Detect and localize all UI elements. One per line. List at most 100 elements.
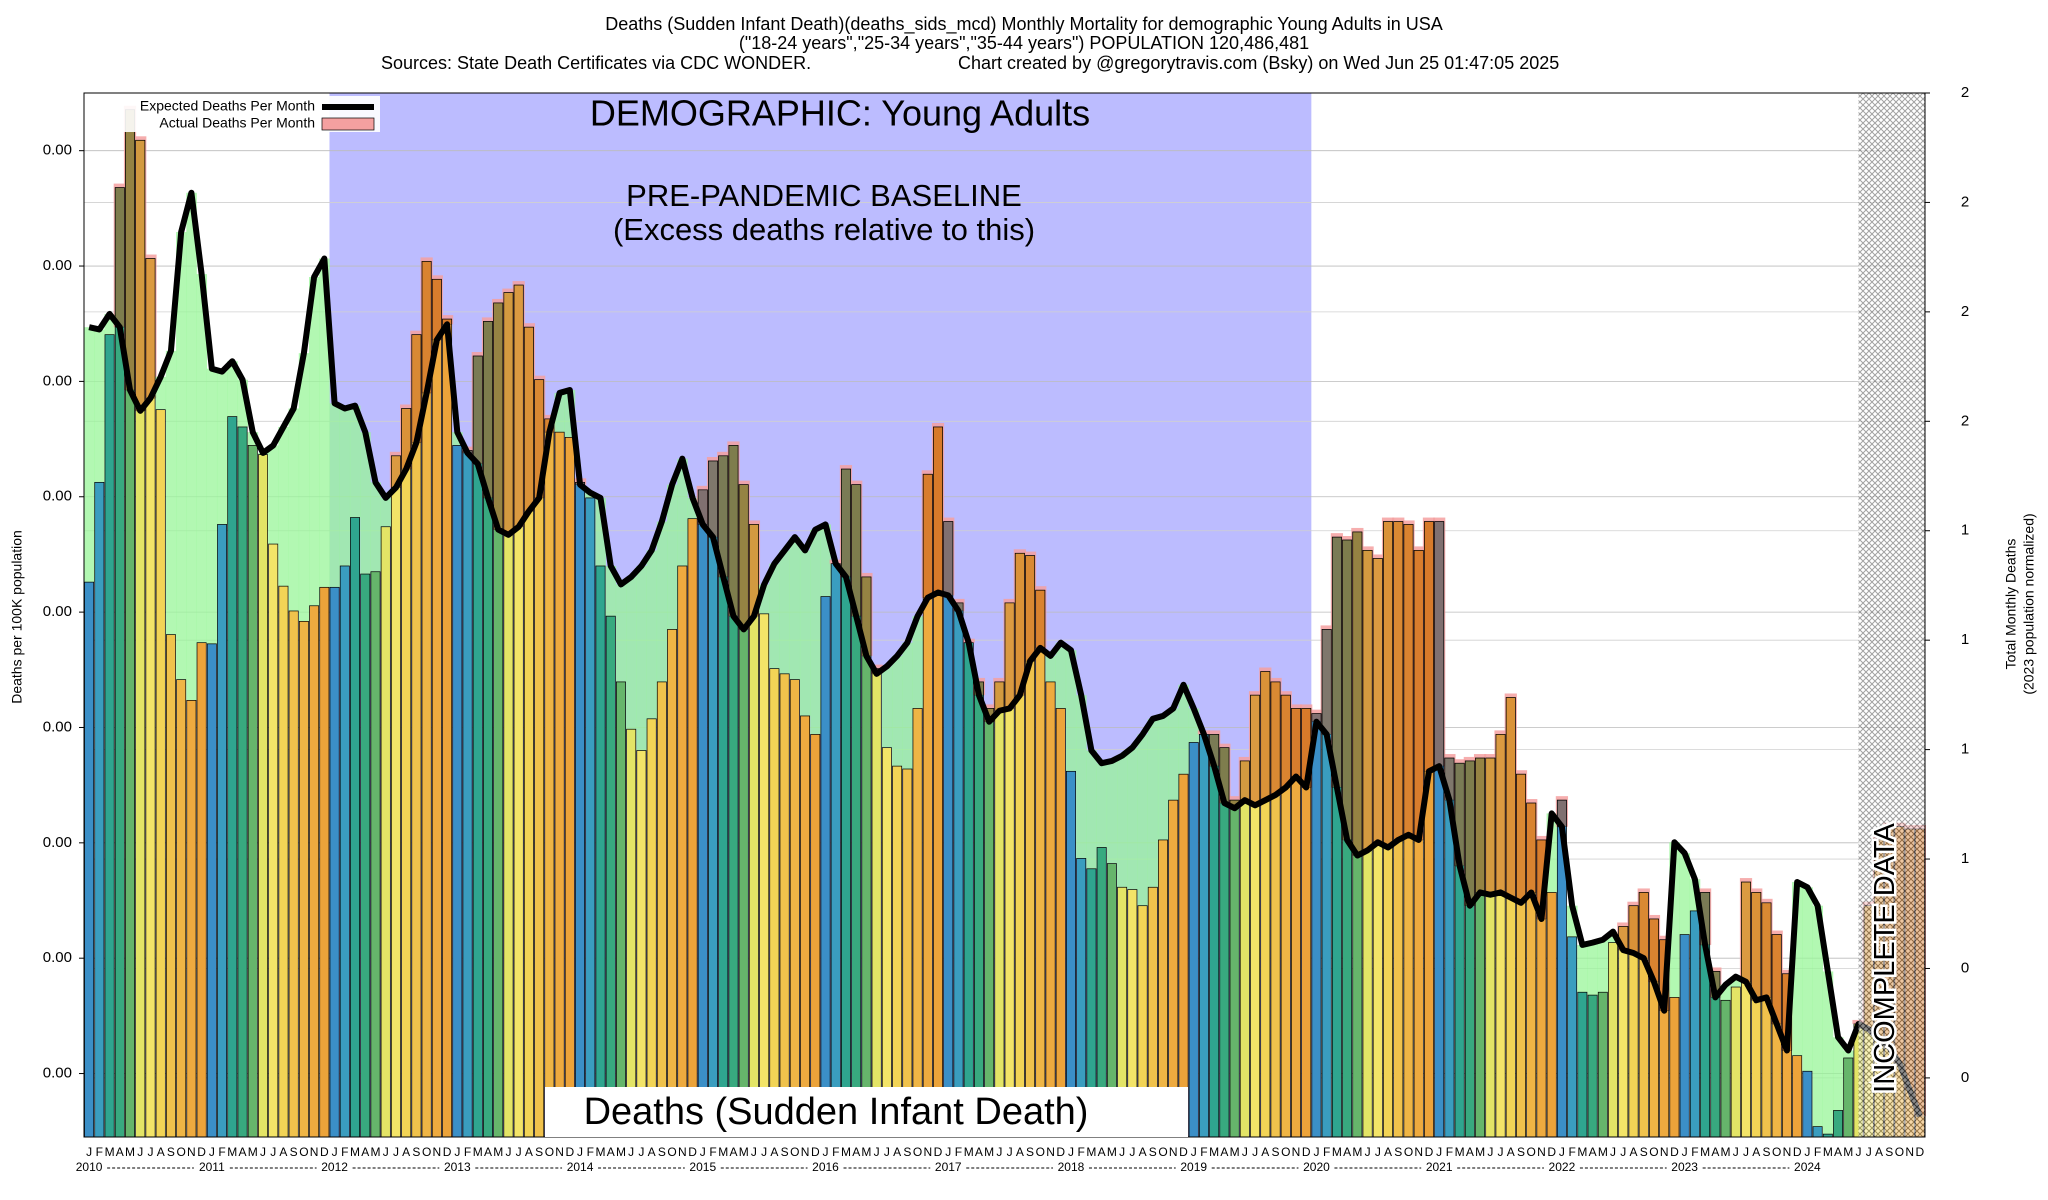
x-tick-label: M bbox=[1352, 1145, 1362, 1159]
excess-bar-part bbox=[1260, 671, 1271, 801]
deficit-area bbox=[1792, 882, 1803, 1056]
deficit-area bbox=[1137, 734, 1148, 906]
x-tick-label: J bbox=[332, 1145, 338, 1159]
deficit-area bbox=[186, 192, 197, 701]
bar bbox=[298, 620, 309, 1138]
year-label: 2018 bbox=[1058, 1160, 1085, 1174]
x-tick-label: A bbox=[729, 1145, 737, 1159]
x-tick-label: A bbox=[852, 1145, 860, 1159]
x-tick-label: N bbox=[1905, 1145, 1914, 1159]
deficit-area bbox=[206, 368, 218, 644]
deficit-area bbox=[1065, 650, 1077, 772]
x-tick-label: O bbox=[1281, 1145, 1290, 1159]
year-label: 2024 bbox=[1794, 1160, 1821, 1174]
bar bbox=[1597, 991, 1608, 1138]
x-tick-label: O bbox=[1036, 1145, 1045, 1159]
x-tick-label: F bbox=[832, 1145, 839, 1159]
x-tick-label: A bbox=[484, 1145, 492, 1159]
x-tick-label: F bbox=[1446, 1145, 1453, 1159]
bar bbox=[237, 426, 248, 1138]
excess-bar-part bbox=[1025, 555, 1036, 662]
y-tick-label: 0.00 bbox=[43, 1065, 72, 1082]
bar bbox=[278, 585, 289, 1138]
x-tick-label: S bbox=[1149, 1145, 1157, 1159]
bar bbox=[452, 445, 463, 1138]
deficit-area bbox=[1832, 1037, 1844, 1111]
x-tick-label: A bbox=[1466, 1145, 1474, 1159]
x-tick-label: A bbox=[239, 1145, 247, 1159]
x-tick-label: S bbox=[781, 1145, 789, 1159]
x-tick-label: J bbox=[1610, 1145, 1616, 1159]
bar bbox=[155, 409, 166, 1138]
x-tick-label: J bbox=[1620, 1145, 1626, 1159]
bar bbox=[656, 681, 667, 1138]
bar bbox=[258, 454, 268, 1138]
legend-label: Actual Deaths Per Month bbox=[159, 115, 315, 131]
bar bbox=[1168, 799, 1179, 1138]
x-tick-label: J bbox=[1559, 1145, 1565, 1159]
x-tick-label: D bbox=[1793, 1145, 1802, 1159]
bar bbox=[1843, 1057, 1854, 1138]
x-tick-label: M bbox=[248, 1145, 258, 1159]
baseline-label: PRE-PANDEMIC BASELINE bbox=[626, 178, 1022, 213]
bar bbox=[1608, 942, 1619, 1138]
y-axis-label: Deaths per 100K population bbox=[9, 530, 25, 704]
excess-bar-part bbox=[1331, 536, 1342, 788]
y2-tick-label: 1 bbox=[1961, 631, 1969, 648]
deficit-area bbox=[666, 484, 678, 630]
x-tick-label: M bbox=[227, 1145, 237, 1159]
excess-bar-part bbox=[523, 326, 534, 512]
x-tick-label: J bbox=[1007, 1145, 1013, 1159]
x-tick-label: M bbox=[350, 1145, 360, 1159]
bar bbox=[646, 718, 657, 1138]
deficit-area bbox=[605, 565, 617, 617]
x-tick-label: D bbox=[1425, 1145, 1434, 1159]
x-tick-label: N bbox=[310, 1145, 319, 1159]
bar bbox=[1198, 734, 1209, 1138]
x-tick-label: O bbox=[422, 1145, 431, 1159]
x-tick-label: A bbox=[1384, 1145, 1392, 1159]
excess-bar-part bbox=[738, 484, 749, 630]
x-tick-label: J bbox=[1191, 1145, 1197, 1159]
x-tick-label: J bbox=[1068, 1145, 1074, 1159]
x-tick-label: A bbox=[361, 1145, 369, 1159]
bar bbox=[1577, 991, 1588, 1138]
x-tick-label: J bbox=[1743, 1145, 1749, 1159]
incomplete-hatch bbox=[1858, 93, 1925, 1137]
deficit-area bbox=[1597, 939, 1609, 993]
x-tick-label: J bbox=[761, 1145, 767, 1159]
x-tick-label: D bbox=[1547, 1145, 1556, 1159]
x-tick-label: J bbox=[1375, 1145, 1381, 1159]
bar bbox=[605, 615, 616, 1138]
x-tick-label: M bbox=[861, 1145, 871, 1159]
x-tick-label: J bbox=[1313, 1145, 1319, 1159]
bar bbox=[810, 734, 821, 1138]
x-tick-label: D bbox=[934, 1145, 943, 1159]
x-tick-label: M bbox=[473, 1145, 483, 1159]
excess-bar-part bbox=[135, 139, 146, 412]
excess-bar-part bbox=[1751, 892, 1762, 1001]
x-tick-label: M bbox=[718, 1145, 728, 1159]
x-tick-label: A bbox=[116, 1145, 124, 1159]
deficit-area bbox=[1730, 976, 1742, 988]
bar bbox=[1546, 892, 1557, 1138]
sources: Sources: State Death Certificates via CD… bbox=[381, 53, 811, 73]
excess-bar-part bbox=[1403, 524, 1414, 836]
deficit-area bbox=[165, 350, 177, 635]
x-tick-label: M bbox=[964, 1145, 974, 1159]
x-tick-label: M bbox=[1823, 1145, 1833, 1159]
excess-bar-part bbox=[1505, 697, 1516, 898]
x-tick-label: A bbox=[1220, 1145, 1228, 1159]
deficit-area bbox=[1567, 905, 1578, 937]
year-label: 2021 bbox=[1426, 1160, 1453, 1174]
deficit-area bbox=[1669, 842, 1680, 998]
x-tick-label: F bbox=[1814, 1145, 1821, 1159]
deficit-area bbox=[1127, 747, 1138, 890]
excess-bar-part bbox=[708, 460, 718, 538]
x-tick-label: O bbox=[667, 1145, 676, 1159]
x-tick-label: M bbox=[1332, 1145, 1342, 1159]
plot-area bbox=[84, 92, 1926, 1138]
x-tick-label: F bbox=[341, 1145, 348, 1159]
x-tick-label: J bbox=[383, 1145, 389, 1159]
x-tick-label: J bbox=[638, 1145, 644, 1159]
